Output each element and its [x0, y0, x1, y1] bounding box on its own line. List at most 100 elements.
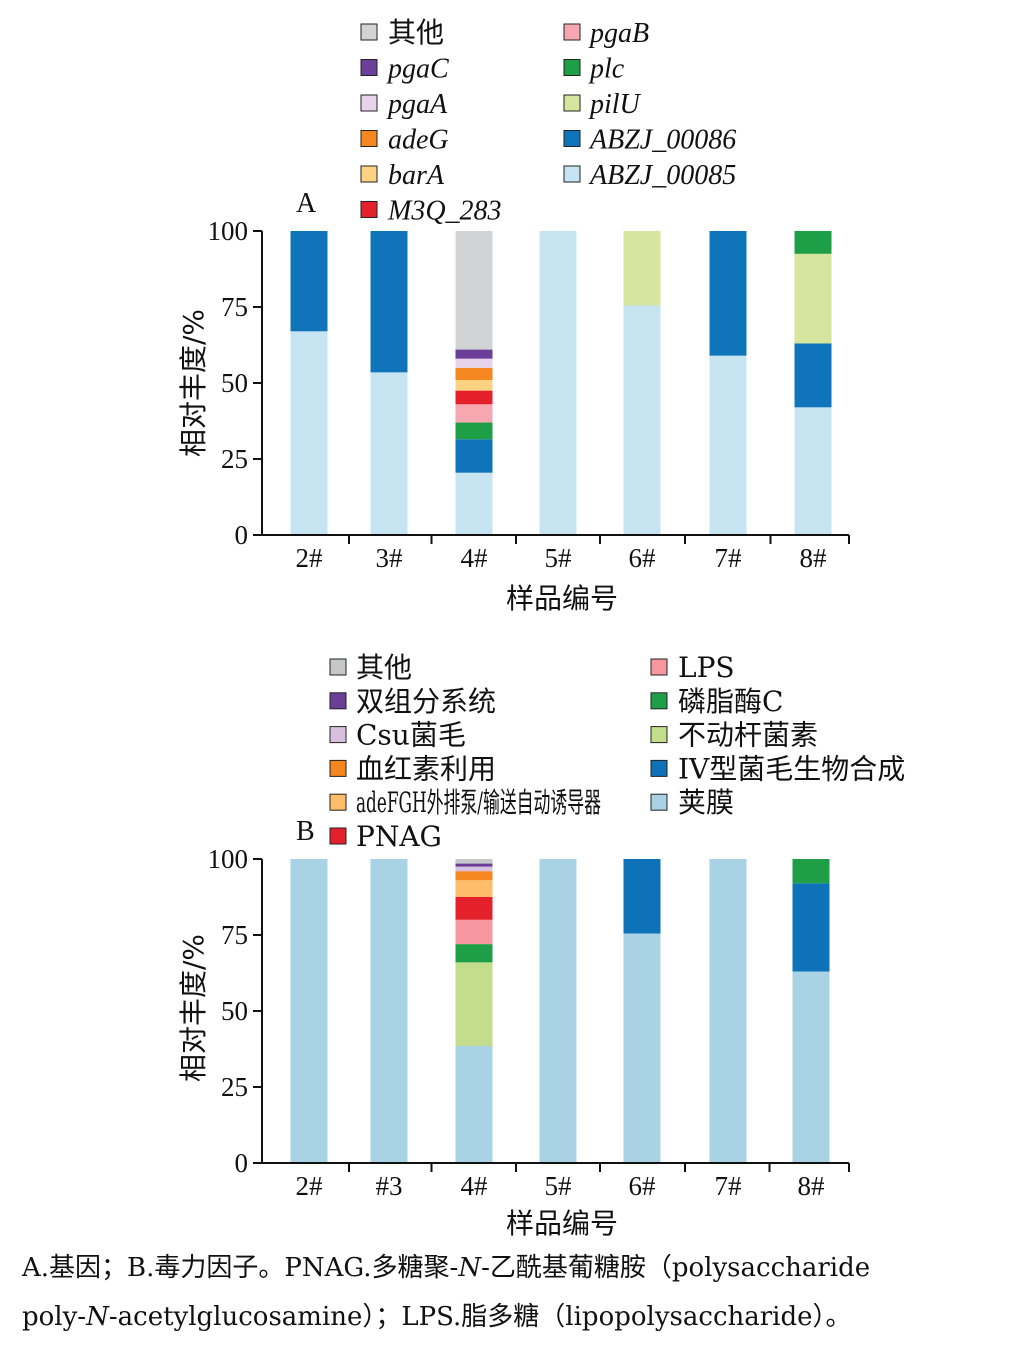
- bar-4-plc: [455, 422, 493, 440]
- legend-swatch-abzj-00086: [563, 130, 581, 147]
- bar-6-abzj-00085: [623, 305, 661, 535]
- figure: 0 25 50 75 100 2# 3# 4# 5# 6# 7# 8# 相对丰度/% 样品编号 A 其他 pga…: [177, 16, 905, 1240]
- bar-7-abzj-00086: [709, 231, 747, 356]
- bar-4-item: [455, 1045, 493, 1163]
- x-tick-label: 6#: [629, 1171, 657, 1201]
- legend-swatch-item: [329, 759, 347, 777]
- legend-label: M3Q_283: [387, 196, 502, 227]
- y-tick-label: 75: [221, 920, 248, 950]
- bar-2-abzj-00086: [290, 231, 328, 332]
- y-axis-title: 相对丰度/%: [177, 309, 210, 457]
- x-tick-label: 2#: [296, 543, 324, 573]
- bar-3-abzj-00085: [370, 372, 408, 535]
- legend-swatch-item: [360, 23, 378, 41]
- panel-b-chart: 0 25 50 75 100 2# #3 4# 5# 6# 7# 8# 相对丰度/% 样品编号 B 其他双组分…: [177, 651, 905, 1240]
- bar-4-pnag: [455, 897, 493, 920]
- legend-swatch-m3q-283: [360, 201, 378, 218]
- legend-swatch-abzj-00085: [563, 165, 581, 183]
- caption-italic-n: N: [86, 1302, 109, 1332]
- legend-label: 其他: [388, 16, 444, 49]
- legend-label: Csu菌毛: [356, 719, 466, 752]
- y-tick-label: 0: [235, 1148, 249, 1178]
- legend-swatch-csu: [329, 726, 347, 744]
- bar-4-adeg: [455, 367, 493, 380]
- bar-4-abzj-00086: [455, 439, 493, 473]
- legend-swatch-c: [650, 692, 668, 710]
- bar-7-abzj-00085: [709, 355, 747, 535]
- bar-5-item: [539, 859, 577, 1163]
- bar-8-abzj-00086: [794, 343, 832, 408]
- bar-4-pgac: [455, 349, 493, 359]
- legend-swatch-pgaa: [360, 94, 378, 112]
- legend-swatch-pilu: [563, 94, 581, 112]
- legend-label: adeFGH外排泵/输送自动诱导器: [356, 786, 601, 819]
- x-tick-label: 6#: [629, 543, 657, 573]
- bar-4-item: [455, 863, 493, 867]
- bar-4-pgab: [455, 404, 493, 423]
- legend-label: 双组分系统: [356, 685, 496, 718]
- legend-swatch-lps: [650, 658, 668, 676]
- legend-swatch-iv: [650, 759, 668, 777]
- legend-swatch-item: [329, 692, 347, 710]
- legend-label: pgaA: [386, 89, 448, 120]
- bar-5-abzj-00085: [539, 231, 577, 535]
- bar-4-item: [455, 962, 493, 1046]
- x-tick-label: 4#: [461, 543, 489, 573]
- legend-swatch-pnag: [329, 827, 347, 845]
- legend-label: IV型菌毛生物合成: [678, 752, 905, 785]
- legend-label: PNAG: [356, 820, 442, 853]
- legend-label: ABZJ_00086: [588, 125, 736, 156]
- y-tick-label: 50: [221, 996, 248, 1026]
- bar-6-item: [623, 933, 661, 1163]
- figure-caption-line-1: A.基因；B.毒力因子。PNAG.多糖聚-N-乙酰基葡糖胺（polysaccha…: [22, 1239, 1012, 1297]
- caption-text: -acetylglucosamine）；LPS.脂多糖（lipopolysacc…: [108, 1302, 852, 1332]
- y-tick-label: 50: [221, 368, 248, 398]
- legend-label: LPS: [678, 651, 735, 684]
- y-axis-title: 相对丰度/%: [177, 934, 210, 1082]
- bar-2-abzj-00085: [290, 331, 328, 535]
- legend-swatch-item: [329, 658, 347, 676]
- legend-swatch-adefgh: [329, 793, 347, 811]
- legend-swatch-bara: [360, 165, 378, 183]
- legend-label: pgaB: [588, 18, 649, 49]
- bar-4-m3q-283: [455, 390, 493, 405]
- x-tick-label: 2#: [296, 1171, 324, 1201]
- legend-swatch-plc: [563, 59, 581, 76]
- legend-label: 不动杆菌素: [678, 719, 818, 752]
- legend-swatch-item: [650, 726, 668, 744]
- legend-label: pilU: [588, 89, 642, 120]
- bar-4-pgaa: [455, 358, 493, 368]
- legend-label: 血红素利用: [356, 752, 496, 785]
- bar-4-csu: [455, 866, 493, 872]
- x-tick-label: #3: [376, 1171, 403, 1201]
- bar-6-iv: [623, 859, 661, 934]
- caption-italic-n: N: [458, 1253, 482, 1283]
- figure-caption-line-2: poly-N-acetylglucosamine）；LPS.脂多糖（lipopo…: [22, 1288, 1012, 1346]
- panel-label: B: [296, 816, 315, 847]
- legend-swatch-pgab: [563, 23, 581, 41]
- bar-4-bara: [455, 379, 493, 391]
- y-tick-label: 25: [221, 444, 248, 474]
- legend-label: plc: [588, 54, 625, 85]
- legend-swatch-pgac: [360, 59, 378, 76]
- x-tick-label: 8#: [798, 1171, 826, 1201]
- bar-8-abzj-00085: [794, 407, 832, 535]
- x-tick-label: 3#: [376, 543, 404, 573]
- bar-4-c: [455, 944, 493, 963]
- x-tick-label: 8#: [800, 543, 828, 573]
- legend-label: barA: [388, 160, 445, 191]
- x-tick-label: 7#: [715, 1171, 743, 1201]
- bar-4-lps: [455, 919, 493, 945]
- caption-text: A.基因；B.毒力因子。PNAG.多糖聚-: [22, 1253, 459, 1283]
- bar-6-pilu: [623, 231, 661, 306]
- legend-label: ABZJ_00085: [588, 160, 736, 191]
- x-axis-title: 样品编号: [506, 582, 618, 615]
- panel-label: A: [296, 188, 317, 219]
- bar-4-item: [455, 859, 493, 864]
- bar-4-abzj-00085: [455, 472, 493, 535]
- bar-3-abzj-00086: [370, 231, 408, 373]
- legend-label: 荚膜: [678, 786, 734, 819]
- x-tick-label: 7#: [715, 543, 743, 573]
- y-tick-label: 0: [235, 520, 249, 550]
- x-axis-title: 样品编号: [506, 1207, 618, 1240]
